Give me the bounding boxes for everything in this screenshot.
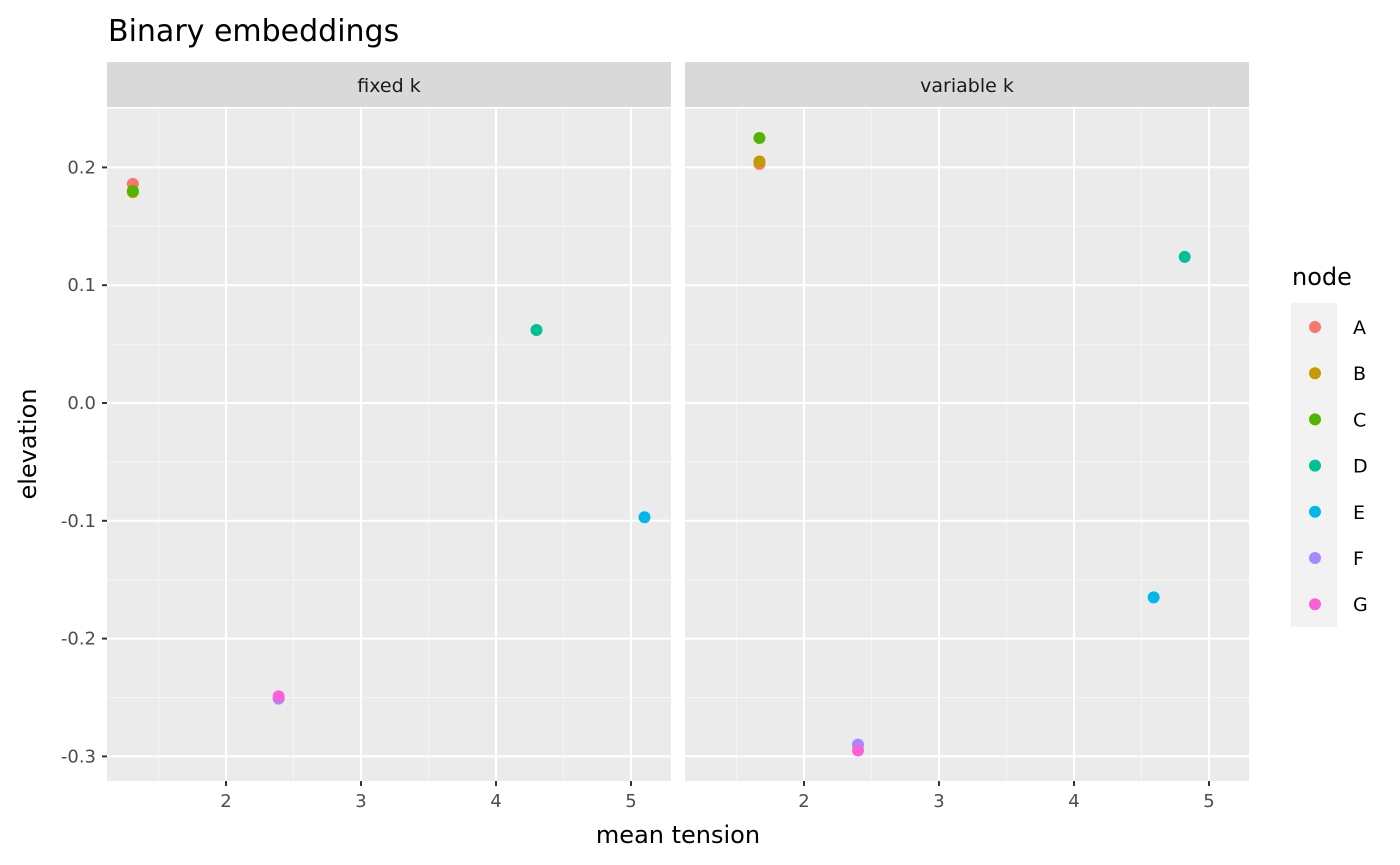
plot-background: [107, 108, 671, 781]
y-axis: 0.2 0.1 0.0 -0.1 -0.2 -0.3: [61, 157, 107, 767]
legend-label-G: G: [1353, 594, 1368, 616]
legend-label-B: B: [1353, 363, 1366, 385]
legend-key-F: [1309, 552, 1321, 564]
data-point-G: [852, 744, 864, 757]
x-tick-label: 2: [798, 791, 809, 812]
legend-key-D: [1309, 459, 1321, 472]
data-point-B: [753, 155, 766, 168]
y-tick-label: -0.2: [61, 629, 96, 650]
y-tick-label: -0.3: [61, 746, 96, 767]
x-tick-label: 4: [1068, 791, 1079, 812]
data-point-E: [1147, 591, 1160, 604]
y-tick-label: 0.0: [67, 393, 96, 414]
chart-title: Binary embeddings: [108, 14, 399, 49]
data-point-D: [530, 323, 543, 336]
legend-label-E: E: [1353, 502, 1365, 524]
legend-key-E: [1309, 505, 1321, 518]
data-point-C: [126, 184, 139, 197]
facet-strip: [107, 62, 671, 107]
x-tick-label: 4: [490, 791, 501, 812]
x-tick-label: 5: [1203, 791, 1214, 812]
x-tick-label: 3: [355, 791, 366, 812]
legend-key-C: [1309, 413, 1321, 426]
y-tick-label: 0.2: [67, 157, 96, 178]
y-tick-label: -0.1: [61, 511, 96, 532]
y-axis-title: elevation: [14, 388, 42, 499]
facet-panel-fixed-k: [107, 62, 671, 781]
facet-strip-label-fixed-k: fixed k: [357, 75, 420, 97]
facet-strip: [685, 62, 1249, 107]
data-point-C: [753, 131, 766, 144]
data-point-D: [1178, 250, 1191, 263]
legend-label-C: C: [1353, 409, 1366, 431]
x-tick-label: 3: [933, 791, 944, 812]
x-tick-label: 2: [220, 791, 231, 812]
legend-title: node: [1292, 263, 1352, 291]
x-axis: 2 3 4 5 2 3 4 5: [220, 781, 1215, 812]
legend-label-A: A: [1353, 317, 1366, 339]
data-point-E: [638, 511, 651, 524]
legend-label-F: F: [1353, 548, 1364, 570]
facet-strip-label-variable-k: variable k: [920, 75, 1014, 97]
data-point-G: [272, 690, 285, 703]
plot-background: [685, 108, 1249, 781]
legend-key-A: [1309, 321, 1321, 333]
y-tick-label: 0.1: [67, 275, 96, 296]
legend: node A B C D E F G: [1291, 263, 1368, 627]
legend-label-D: D: [1353, 456, 1368, 478]
x-tick-label: 5: [625, 791, 636, 812]
legend-key-B: [1309, 367, 1321, 380]
legend-key-G: [1309, 598, 1321, 611]
facet-panel-variable-k: [685, 62, 1249, 781]
x-axis-title: mean tension: [596, 821, 760, 849]
